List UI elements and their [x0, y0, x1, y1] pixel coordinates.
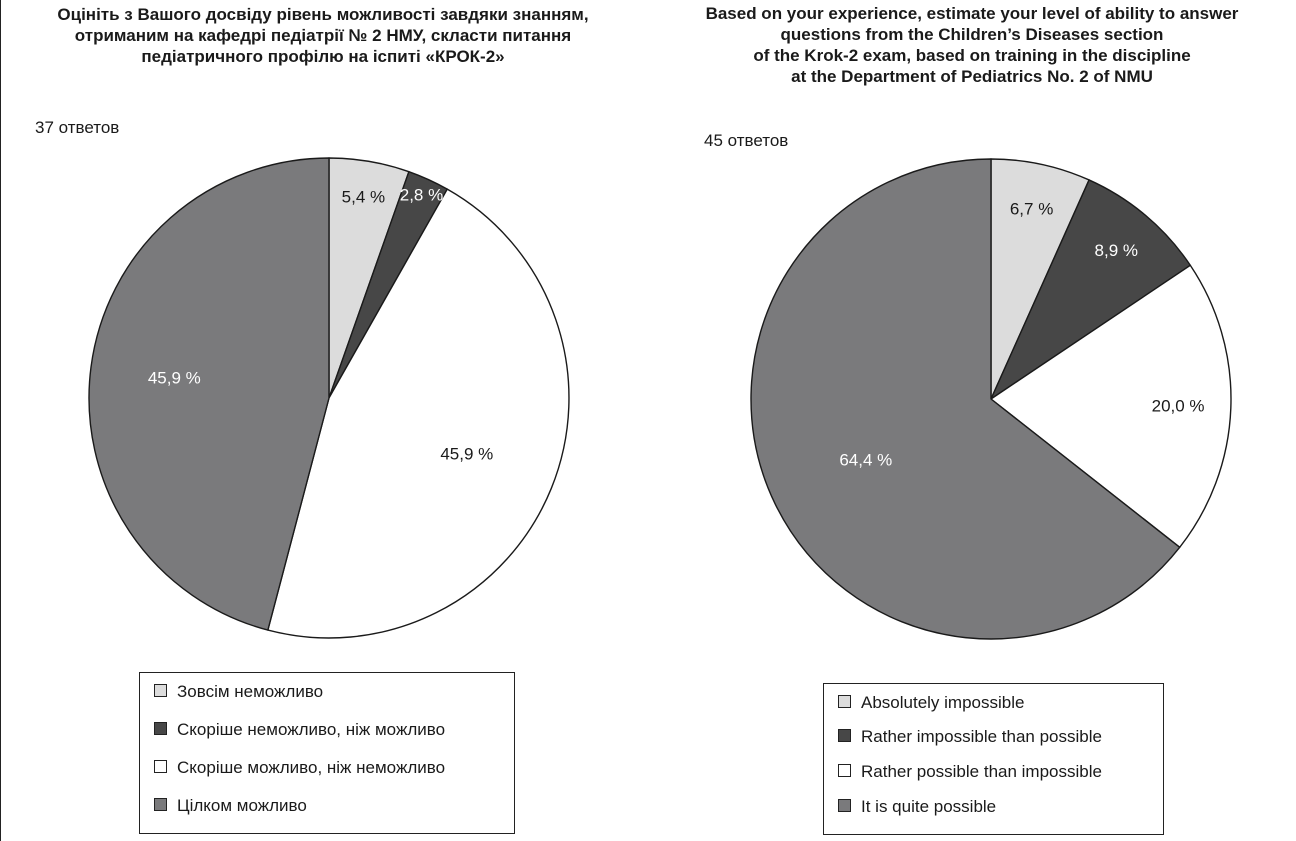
- legend-swatch: [838, 695, 851, 708]
- legend-swatch: [154, 684, 167, 697]
- legend-label: Rather impossible than possible: [861, 727, 1102, 746]
- legend-item: Скоріше можливо, ніж неможливо: [154, 758, 445, 778]
- legend-item: Зовсім неможливо: [154, 682, 323, 702]
- chart-panel-ukrainian: Оцініть з Вашого досвіду рівень можливос…: [0, 0, 648, 841]
- legend: Absolutely impossible Rather impossible …: [823, 683, 1164, 835]
- legend-label: Скоріше неможливо, ніж можливо: [177, 720, 445, 739]
- legend-label: Скоріше можливо, ніж неможливо: [177, 758, 445, 777]
- legend-swatch: [154, 760, 167, 773]
- slice-value-label: 20,0 %: [1152, 397, 1205, 416]
- legend-label: It is quite possible: [861, 797, 996, 816]
- slice-value-label: 45,9 %: [440, 445, 493, 464]
- legend: Зовсім неможливо Скоріше неможливо, ніж …: [139, 672, 515, 834]
- legend-item: Absolutely impossible: [838, 693, 1024, 713]
- legend-label: Цілком можливо: [177, 796, 307, 815]
- slice-value-label: 5,4 %: [342, 187, 385, 206]
- chart-panel-english: Based on your experience, estimate your …: [648, 0, 1296, 841]
- legend-item: Rather impossible than possible: [838, 727, 1102, 747]
- legend-item: Скоріше неможливо, ніж можливо: [154, 720, 445, 740]
- legend-label: Absolutely impossible: [861, 693, 1024, 712]
- legend-swatch: [154, 722, 167, 735]
- slice-value-label: 8,9 %: [1095, 241, 1138, 260]
- slice-value-label: 45,9 %: [148, 369, 201, 388]
- slice-value-label: 2,8 %: [400, 185, 443, 204]
- legend-swatch: [838, 764, 851, 777]
- legend-swatch: [838, 729, 851, 742]
- legend-label: Зовсім неможливо: [177, 682, 323, 701]
- legend-item: It is quite possible: [838, 797, 996, 817]
- legend-label: Rather possible than impossible: [861, 762, 1102, 781]
- slice-value-label: 64,4 %: [839, 450, 892, 469]
- slice-value-label: 6,7 %: [1010, 199, 1053, 218]
- legend-item: Цілком можливо: [154, 796, 307, 816]
- legend-item: Rather possible than impossible: [838, 762, 1102, 782]
- legend-swatch: [154, 798, 167, 811]
- legend-swatch: [838, 799, 851, 812]
